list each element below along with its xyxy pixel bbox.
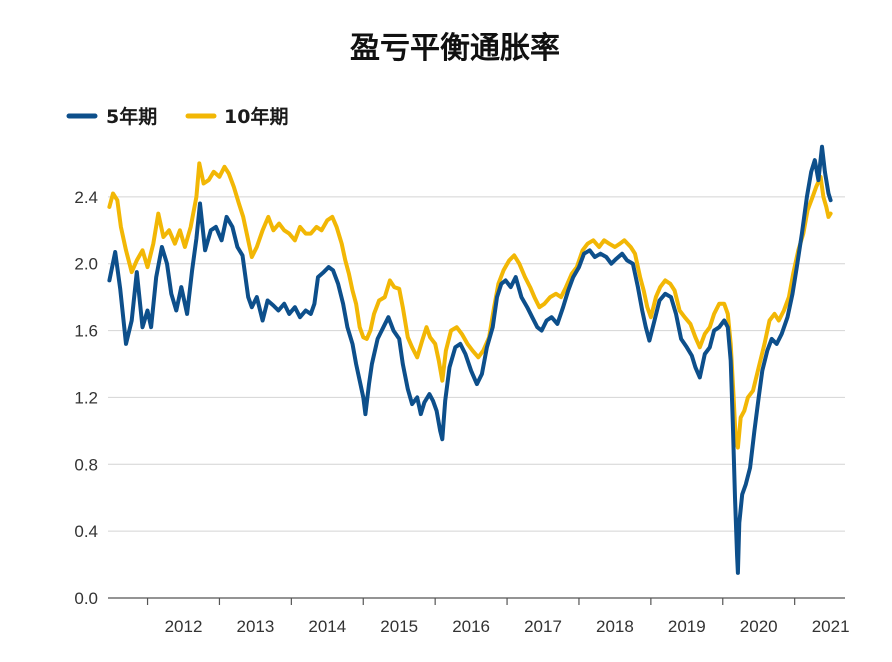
y-tick-label: 0.0: [74, 589, 98, 608]
legend-label-5y: 5年期: [106, 105, 157, 128]
y-tick-label: 0.4: [74, 522, 98, 541]
y-axis-ticks: 0.0 0.4 0.8 1.2 1.6 2.0 2.4: [74, 188, 98, 608]
y-tick-label: 1.6: [74, 322, 98, 341]
x-tick-label: 2018: [596, 617, 634, 636]
x-tick-label: 2015: [380, 617, 418, 636]
legend-label-10y: 10年期: [224, 105, 288, 128]
x-axis: 2012 2013 2014 2015 2016 2017 2018 2019 2020 2021: [108, 597, 850, 636]
y-tick-label: 0.8: [74, 455, 98, 474]
x-tick-label: 2014: [308, 617, 346, 636]
x-tick-label: 2021: [812, 617, 850, 636]
series-line-10y: [107, 161, 833, 450]
x-tick-label: 2013: [236, 617, 274, 636]
series-line-5y: [107, 144, 833, 575]
x-tick-label: 2017: [524, 617, 562, 636]
legend: 5年期 10年期: [66, 105, 288, 128]
y-tick-label: 2.4: [74, 188, 98, 207]
gridlines: [108, 196, 845, 532]
x-tick-label: 2012: [165, 617, 203, 636]
x-tick-label: 2019: [668, 617, 706, 636]
chart-title: 盈亏平衡通胀率: [350, 31, 560, 66]
y-tick-label: 2.0: [74, 255, 98, 274]
x-tick-label: 2016: [452, 617, 490, 636]
x-tick-label: 2020: [740, 617, 778, 636]
plot-series: [107, 144, 833, 575]
y-tick-label: 1.2: [74, 388, 98, 407]
